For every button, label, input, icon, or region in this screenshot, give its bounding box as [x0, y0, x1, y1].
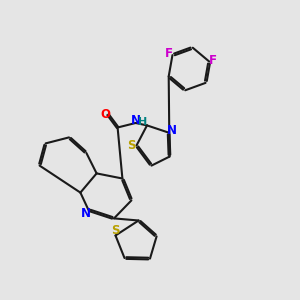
Text: N: N	[81, 207, 91, 220]
Text: F: F	[165, 47, 173, 60]
Text: H: H	[138, 117, 147, 128]
Text: N: N	[167, 124, 177, 137]
Text: O: O	[100, 107, 110, 121]
Text: N: N	[131, 114, 141, 127]
Text: S: S	[111, 224, 119, 237]
Text: F: F	[209, 54, 217, 67]
Text: S: S	[127, 139, 135, 152]
